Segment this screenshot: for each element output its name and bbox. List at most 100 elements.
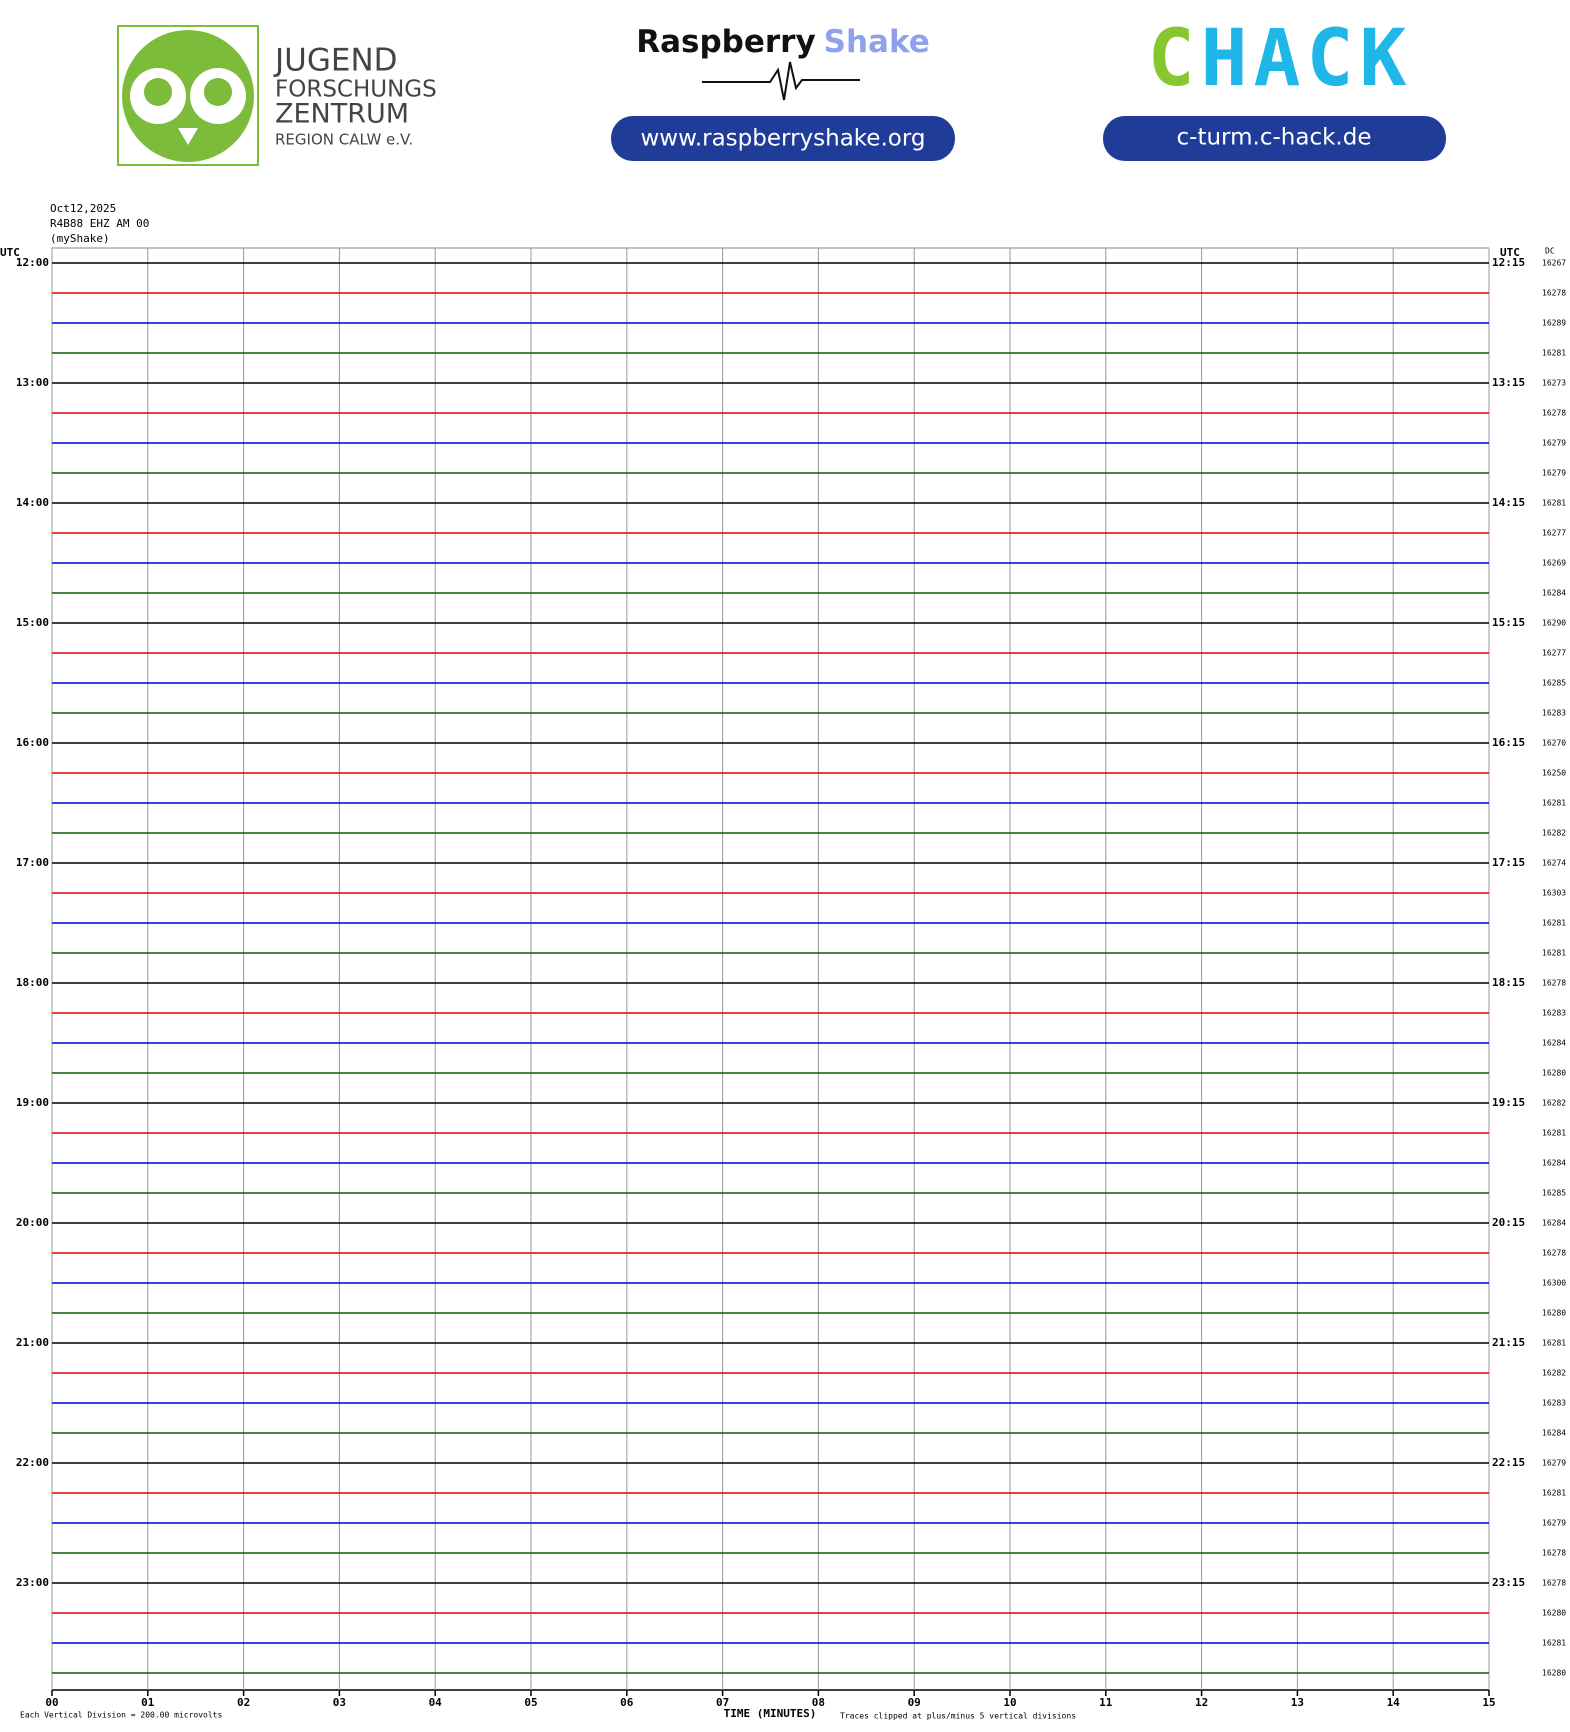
x-tick-label: 06 [620,1696,634,1709]
dc-value: 16273 [1542,379,1566,388]
station: R4B88 EHZ AM 00 [50,217,149,230]
dc-value: 16281 [1542,799,1566,808]
dc-value: 16281 [1542,919,1566,928]
row-label-right: 14:15 [1492,496,1525,509]
x-tick-label: 05 [524,1696,537,1709]
row-label-right: 20:15 [1492,1216,1525,1229]
dc-value: 16284 [1542,1219,1566,1228]
x-tick-label: 02 [237,1696,250,1709]
x-tick-label: 15 [1482,1696,1495,1709]
rs-url: www.raspberryshake.org [641,126,926,152]
dc-value: 16300 [1542,1279,1566,1288]
row-label-left: 16:00 [16,736,49,749]
dc-value: 16279 [1542,1519,1566,1528]
right-axis-label: UTC [1500,246,1520,259]
dc-value: 16290 [1542,619,1566,628]
date: Oct12,2025 [50,202,116,215]
dc-value: 16281 [1542,1639,1566,1648]
dc-value: 16267 [1542,259,1566,268]
dc-value: 16282 [1542,1369,1566,1378]
left-axis-label: UTC [0,246,20,259]
row-label-left: 13:00 [16,376,49,389]
x-tick-label: 14 [1387,1696,1401,1709]
dc-value: 16278 [1542,289,1566,298]
x-tick-label: 01 [141,1696,155,1709]
dc-value: 16278 [1542,979,1566,988]
chack-url: c-turm.c-hack.de [1177,125,1372,151]
dc-value: 16281 [1542,1489,1566,1498]
dc-value: 16281 [1542,949,1566,958]
dc-value: 16279 [1542,439,1566,448]
row-label-right: 23:15 [1492,1576,1525,1589]
dc-value: 16280 [1542,1069,1566,1078]
row-label-right: 12:15 [1492,256,1525,269]
footnote-left: Each Vertical Division = 200.00 microvol… [20,1711,222,1720]
row-label-right: 19:15 [1492,1096,1525,1109]
dc-value: 16274 [1542,859,1566,868]
dc-value: 16278 [1542,409,1566,418]
jfz-logo [117,25,259,166]
org-line: ZENTRUM [275,99,409,130]
dc-value: 16281 [1542,499,1566,508]
dc-value: 16283 [1542,1399,1566,1408]
row-label-left: 12:00 [16,256,49,269]
row-label-left: 14:00 [16,496,49,509]
row-label-left: 22:00 [16,1456,49,1469]
dc-value: 16278 [1542,1249,1566,1258]
url-pill [611,116,955,161]
source: (myShake) [50,232,110,245]
x-tick-label: 07 [716,1696,729,1709]
rs-brand-second: Shake [824,24,930,60]
row-label-left: 17:00 [16,856,49,869]
url-pill [1103,116,1446,161]
dc-value: 16282 [1542,829,1566,838]
row-label-right: 15:15 [1492,616,1525,629]
row-label-left: 23:00 [16,1576,49,1589]
chack-rest: HACK [1201,14,1413,104]
row-label-right: 16:15 [1492,736,1525,749]
row-label-right: 17:15 [1492,856,1525,869]
dc-value: 16303 [1542,889,1566,898]
org-line: JUGEND [273,43,398,79]
row-label-right: 13:15 [1492,376,1525,389]
x-tick-label: 00 [45,1696,58,1709]
rs-brand: Raspberry Shake [636,24,930,60]
row-label-right: 21:15 [1492,1336,1525,1349]
dc-value: 16281 [1542,1129,1566,1138]
dc-value: 16279 [1542,1459,1566,1468]
row-label-right: 18:15 [1492,976,1525,989]
dc-value: 16279 [1542,469,1566,478]
dc-value: 16278 [1542,1549,1566,1558]
dc-value: 16270 [1542,739,1566,748]
dc-value: 16283 [1542,1009,1566,1018]
x-tick-label: 08 [812,1696,825,1709]
dc-value: 16281 [1542,349,1566,358]
row-label-left: 18:00 [16,976,49,989]
dc-value: 16277 [1542,649,1566,658]
dc-value: 16284 [1542,1039,1566,1048]
x-tick-label: 04 [429,1696,443,1709]
dc-value: 16285 [1542,1189,1566,1198]
dc-value: 16280 [1542,1309,1566,1318]
chack-first: C [1148,14,1201,104]
dc-value: 16280 [1542,1609,1566,1618]
dc-value: 16269 [1542,559,1566,568]
org-line: REGION CALW e.V. [275,131,413,149]
dc-value: 16284 [1542,589,1566,598]
dc-value: 16283 [1542,709,1566,718]
x-axis-label: TIME (MINUTES) [724,1707,817,1720]
row-label-left: 20:00 [16,1216,49,1229]
dc-value: 16250 [1542,769,1566,778]
x-tick-label: 03 [333,1696,346,1709]
row-label-left: 21:00 [16,1336,49,1349]
x-tick-label: 12 [1195,1696,1208,1709]
dc-value: 16278 [1542,1579,1566,1588]
dc-label: DC [1545,247,1555,256]
row-label-left: 19:00 [16,1096,49,1109]
x-tick-label: 10 [1003,1696,1016,1709]
dc-value: 16284 [1542,1159,1566,1168]
chack-logo: CHACK [1148,14,1413,104]
dc-value: 16280 [1542,1669,1566,1678]
dc-value: 16289 [1542,319,1566,328]
